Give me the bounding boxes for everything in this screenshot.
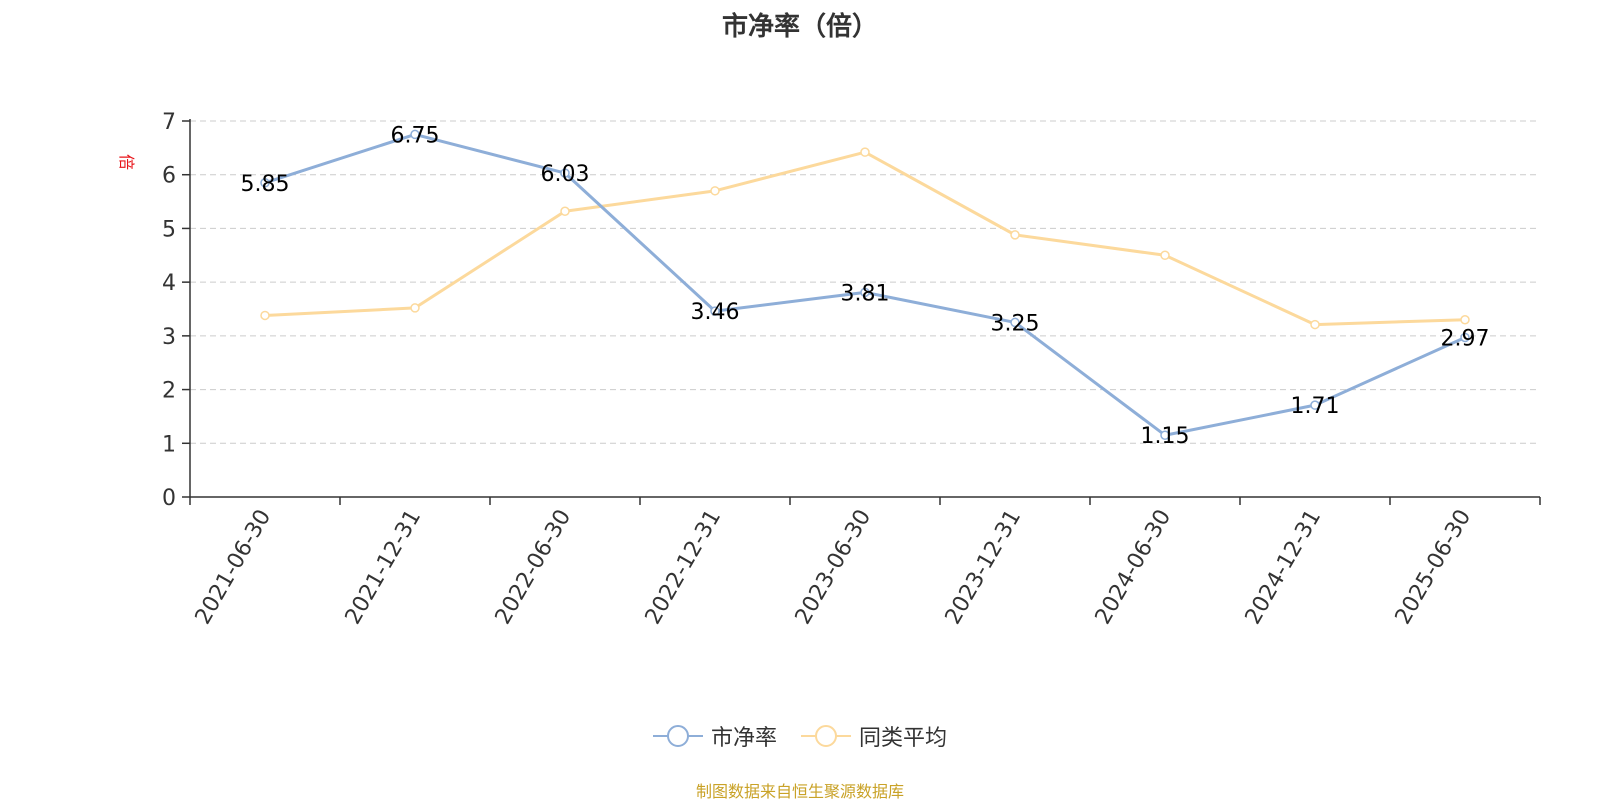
data-label: 3.81 bbox=[841, 281, 890, 306]
data-point bbox=[1310, 319, 1320, 330]
x-tick-label: 2023-06-30 bbox=[791, 506, 877, 629]
y-tick-label: 7 bbox=[162, 110, 176, 135]
data-point bbox=[1460, 314, 1470, 325]
y-tick-label: 5 bbox=[162, 217, 176, 242]
y-tick-label: 0 bbox=[162, 486, 176, 511]
chart-title: 市净率（倍） bbox=[721, 12, 878, 42]
data-point bbox=[260, 178, 270, 188]
data-point bbox=[560, 168, 570, 178]
data-labels: 5.85 6.75 6.03 3.46 3.81 3.25 1.15 1.71 2.97 bbox=[241, 123, 1490, 449]
legend-item-series-1[interactable]: 市净率 bbox=[652, 720, 777, 752]
series bbox=[260, 129, 1470, 440]
series-2 bbox=[260, 147, 1470, 330]
x-tick-label: 2021-06-30 bbox=[191, 506, 277, 629]
legend-label-series-2: 同类平均 bbox=[859, 726, 948, 751]
x-tick-label: 2025-06-30 bbox=[1391, 506, 1477, 629]
data-point bbox=[1160, 430, 1170, 440]
data-label: 6.03 bbox=[541, 162, 590, 187]
x-tick-label: 2022-12-31 bbox=[641, 506, 727, 629]
data-label: 3.25 bbox=[991, 311, 1040, 336]
data-point bbox=[560, 206, 570, 216]
data-point bbox=[710, 306, 720, 316]
y-tick-label: 6 bbox=[162, 164, 176, 189]
data-label: 1.15 bbox=[1141, 424, 1190, 449]
data-point bbox=[410, 303, 420, 313]
data-point bbox=[260, 310, 270, 321]
y-tick-label: 3 bbox=[162, 325, 176, 350]
data-point bbox=[1310, 400, 1320, 410]
legend-swatch-series-1 bbox=[652, 725, 703, 747]
y-tick-label: 4 bbox=[162, 271, 176, 296]
x-tick-label: 2021-12-31 bbox=[341, 506, 427, 629]
x-tick-label: 2024-12-31 bbox=[1241, 506, 1327, 629]
data-point bbox=[860, 287, 870, 298]
data-point bbox=[410, 129, 420, 140]
data-point bbox=[1010, 230, 1020, 240]
legend: 市净率 同类平均 bbox=[0, 720, 1600, 752]
x-tick-label: 2022-06-30 bbox=[491, 506, 577, 629]
y-tick-label: 1 bbox=[162, 432, 176, 457]
data-label: 2.97 bbox=[1441, 326, 1490, 351]
legend-swatch-series-2 bbox=[801, 725, 851, 747]
data-point bbox=[710, 186, 720, 196]
data-point bbox=[1460, 332, 1470, 343]
grid-lines bbox=[190, 120, 1540, 444]
data-point bbox=[1160, 250, 1170, 261]
axes: 0 1 2 3 4 5 6 7 2021-06-30 2021-12-31 2022-06-30 20… bbox=[162, 110, 1541, 629]
legend-label-series-1: 市净率 bbox=[710, 726, 777, 751]
data-point bbox=[1010, 317, 1020, 328]
x-tick-label: 2024-06-30 bbox=[1091, 506, 1177, 629]
data-point bbox=[860, 147, 870, 157]
data-label: 1.71 bbox=[1291, 394, 1340, 419]
data-label: 3.46 bbox=[691, 300, 740, 325]
x-tick-label: 2023-12-31 bbox=[941, 506, 1027, 629]
data-label: 5.85 bbox=[241, 172, 290, 197]
series-1 bbox=[260, 129, 1470, 440]
y-tick-label: 2 bbox=[162, 379, 176, 404]
data-label: 6.75 bbox=[391, 123, 440, 148]
legend-item-series-2[interactable]: 同类平均 bbox=[801, 720, 947, 752]
source-note: 制图数据来自恒生聚源数据库 bbox=[695, 782, 904, 801]
